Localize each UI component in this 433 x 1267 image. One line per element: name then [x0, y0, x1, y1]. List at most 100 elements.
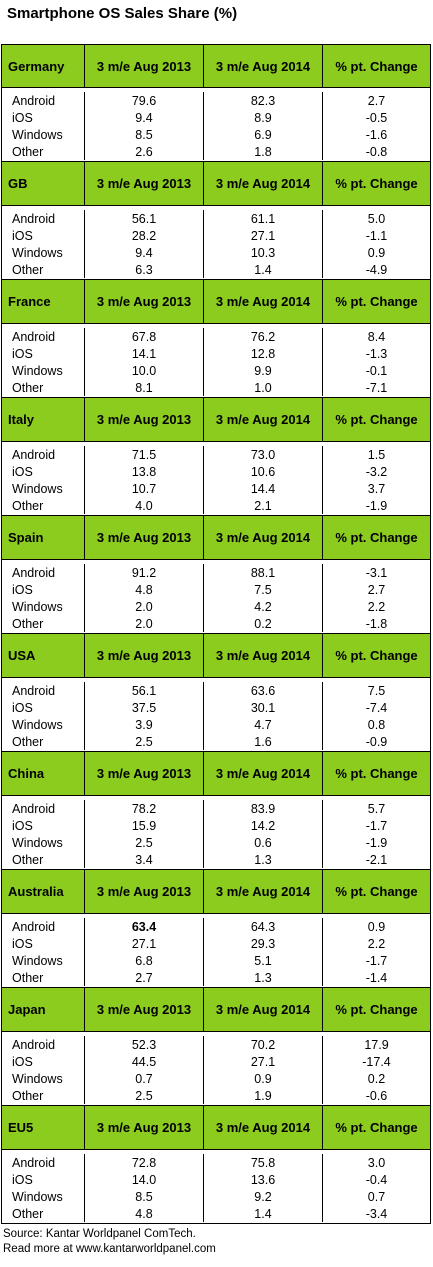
region-section: China 3 m/e Aug 2013 3 m/e Aug 2014 % pt. C… [1, 752, 431, 870]
os-label: Other [2, 379, 85, 396]
table-row: Android 63.4 64.3 0.9 [2, 918, 430, 935]
os-label: Other [2, 969, 85, 986]
os-label: iOS [2, 227, 85, 244]
pct-change: 0.9 [367, 919, 386, 934]
table-row: iOS 9.4 8.9 -0.5 [2, 109, 430, 126]
value-2013: 52.3 [85, 1036, 204, 1053]
value-2014: 1.9 [204, 1087, 323, 1104]
value-2013: 6.3 [85, 261, 204, 278]
pct-change: -1.8 [365, 616, 388, 631]
pct-change: 0.2 [367, 1071, 386, 1086]
pct-change: 17.9 [364, 1037, 389, 1052]
column-header: 3 m/e Aug 2014 [204, 162, 323, 205]
region-body: Android 79.6 82.3 2.7 iOS 9.4 8.9 -0.5 Windows 8.… [1, 88, 431, 162]
table-row: Windows 10.0 9.9 -0.1 [2, 362, 430, 379]
region-section: USA 3 m/e Aug 2013 3 m/e Aug 2014 % pt. Cha… [1, 634, 431, 752]
table-row: Windows 0.7 0.9 0.2 [2, 1070, 430, 1087]
region-body: Android 91.2 88.1 -3.1 iOS 4.8 7.5 2.7 Windows 2.… [1, 560, 431, 634]
region-header-row: China 3 m/e Aug 2013 3 m/e Aug 2014 % pt. C… [1, 752, 431, 796]
table-row: Windows 8.5 9.2 0.7 [2, 1188, 430, 1205]
value-2013: 63.4 [85, 918, 204, 935]
os-label: Other [2, 733, 85, 750]
value-2013: 72.8 [85, 1154, 204, 1171]
value-2013: 10.0 [85, 362, 204, 379]
os-label: Windows [2, 834, 85, 851]
table-row: Other 2.7 1.3 -1.4 [2, 969, 430, 986]
pct-change: 2.7 [367, 582, 386, 597]
pct-change: -3.1 [365, 565, 388, 580]
table-row: Android 79.6 82.3 2.7 [2, 92, 430, 109]
table-row: Windows 8.5 6.9 -1.6 [2, 126, 430, 143]
os-label: iOS [2, 345, 85, 362]
pct-change: -0.4 [365, 1172, 388, 1187]
column-header: % pt. Change [335, 648, 418, 663]
column-header: % pt. Change [335, 1120, 418, 1135]
region-name: Spain [2, 516, 85, 559]
region-section: Japan 3 m/e Aug 2013 3 m/e Aug 2014 % pt. C… [1, 988, 431, 1106]
column-header: 3 m/e Aug 2013 [85, 870, 204, 913]
value-2014: 10.6 [204, 463, 323, 480]
column-header: % pt. Change [335, 1002, 418, 1017]
table-row: iOS 27.1 29.3 2.2 [2, 935, 430, 952]
table-row: Other 2.5 1.6 -0.9 [2, 733, 430, 750]
value-2013: 8.5 [85, 1188, 204, 1205]
value-2014: 29.3 [204, 935, 323, 952]
pct-change: -7.4 [365, 700, 388, 715]
os-label: Other [2, 1205, 85, 1222]
table-row: iOS 28.2 27.1 -1.1 [2, 227, 430, 244]
table-row: Other 2.0 0.2 -1.8 [2, 615, 430, 632]
value-2013: 91.2 [85, 564, 204, 581]
value-2014: 1.8 [204, 143, 323, 160]
region-body: Android 72.8 75.8 3.0 iOS 14.0 13.6 -0.4 Windows… [1, 1150, 431, 1224]
region-name: USA [2, 634, 85, 677]
value-2014: 1.4 [204, 261, 323, 278]
value-2014: 27.1 [204, 1053, 323, 1070]
table-row: Other 4.8 1.4 -3.4 [2, 1205, 430, 1222]
table-row: Windows 3.9 4.7 0.8 [2, 716, 430, 733]
region-header-row: Germany 3 m/e Aug 2013 3 m/e Aug 2014 % pt.… [1, 44, 431, 88]
column-header: 3 m/e Aug 2014 [204, 870, 323, 913]
value-2014: 9.9 [204, 362, 323, 379]
value-2013: 14.0 [85, 1171, 204, 1188]
os-label: Other [2, 143, 85, 160]
pct-change: 0.8 [367, 717, 386, 732]
table-row: Android 72.8 75.8 3.0 [2, 1154, 430, 1171]
pct-change: -3.2 [365, 464, 388, 479]
column-header: 3 m/e Aug 2014 [204, 398, 323, 441]
column-header: 3 m/e Aug 2013 [85, 162, 204, 205]
os-label: iOS [2, 935, 85, 952]
value-2014: 1.3 [204, 969, 323, 986]
pct-change: 3.7 [367, 481, 386, 496]
value-2014: 75.8 [204, 1154, 323, 1171]
value-2013: 2.0 [85, 615, 204, 632]
value-2014: 4.7 [204, 716, 323, 733]
value-2013: 14.1 [85, 345, 204, 362]
value-2013: 44.5 [85, 1053, 204, 1070]
table-row: Other 3.4 1.3 -2.1 [2, 851, 430, 868]
column-header: 3 m/e Aug 2013 [85, 516, 204, 559]
value-2014: 2.1 [204, 497, 323, 514]
table-row: iOS 44.5 27.1 -17.4 [2, 1053, 430, 1070]
region-header-row: Japan 3 m/e Aug 2013 3 m/e Aug 2014 % pt. C… [1, 988, 431, 1032]
pct-change: 2.2 [367, 599, 386, 614]
value-2014: 7.5 [204, 581, 323, 598]
value-2014: 30.1 [204, 699, 323, 716]
region-name: Italy [2, 398, 85, 441]
os-label: iOS [2, 109, 85, 126]
table-row: Android 78.2 83.9 5.7 [2, 800, 430, 817]
column-header: % pt. Change [335, 294, 418, 309]
region-section: EU5 3 m/e Aug 2013 3 m/e Aug 2014 % pt. Cha… [1, 1106, 431, 1224]
region-header-row: Italy 3 m/e Aug 2013 3 m/e Aug 2014 % pt. C… [1, 398, 431, 442]
os-label: Other [2, 615, 85, 632]
read-more-link[interactable]: Read more at www.kantarworldpanel.com [3, 1243, 216, 1255]
region-header-row: GB 3 m/e Aug 2013 3 m/e Aug 2014 % pt. Chan… [1, 162, 431, 206]
os-label: Windows [2, 1188, 85, 1205]
value-2013: 56.1 [85, 682, 204, 699]
pct-change: -0.9 [365, 734, 388, 749]
value-2013: 0.7 [85, 1070, 204, 1087]
sales-share-table: Germany 3 m/e Aug 2013 3 m/e Aug 2014% pt.… [1, 44, 431, 1224]
pct-change: -1.1 [365, 228, 388, 243]
table-row: Other 8.1 1.0 -7.1 [2, 379, 430, 396]
table-row: Windows 2.0 4.2 2.2 [2, 598, 430, 615]
pct-change: -4.9 [365, 262, 388, 277]
